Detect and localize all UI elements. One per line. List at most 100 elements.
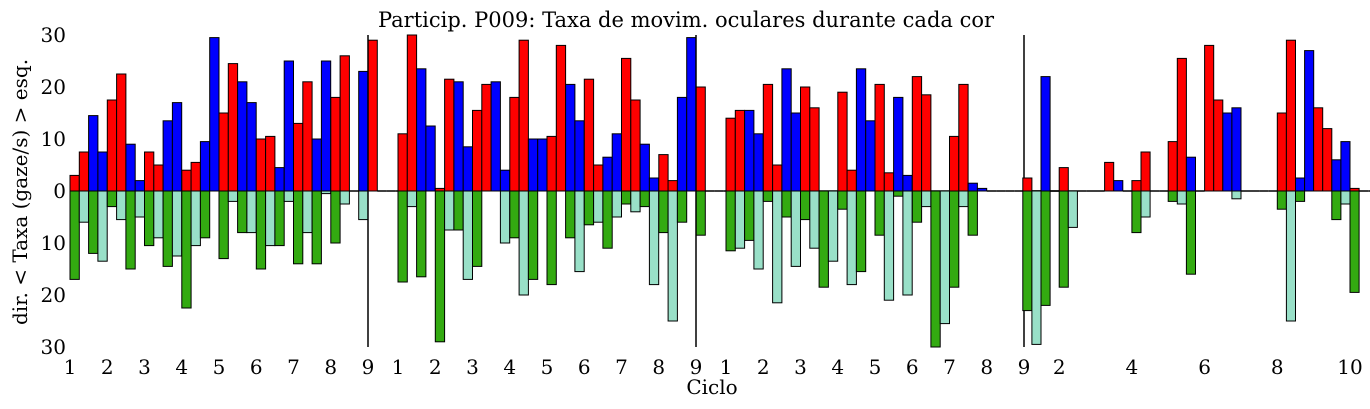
bar-up [911,76,923,192]
bar-up [546,135,557,192]
x-tick-label: 3 [138,355,151,379]
bar-down [1185,190,1197,275]
bar-up [639,143,650,192]
x-tick-label: 2 [757,355,770,379]
x-tick-label: 7 [943,355,956,379]
bar-down [106,190,118,208]
bar-down [1031,190,1042,345]
bar-down [116,190,127,221]
bar-down [725,190,736,252]
bar-up [772,164,783,192]
bar-down [1176,190,1187,205]
bar-up [753,133,764,192]
bar-up [209,37,220,192]
bar-up [574,120,585,192]
bar-up [153,164,164,192]
bar-up [837,91,848,192]
bar-up [1140,151,1151,192]
bar-up [967,182,978,192]
bar-down [453,190,464,231]
bar-up [311,138,322,192]
bar-up [695,86,706,192]
bar-up [949,135,960,192]
bar-up [630,99,641,192]
bar-up [593,164,604,192]
bar-up [1176,57,1187,192]
bar-down [921,190,932,208]
bar-down [1022,190,1033,312]
bar-down [958,190,969,208]
bar-up [1304,50,1315,192]
bar-down [846,190,857,286]
bar-down [855,190,867,273]
bar-down [246,190,257,234]
bar-down [199,190,211,239]
x-tick-label: 8 [324,355,337,379]
bar-down [472,190,483,267]
bar-down [255,190,267,270]
bar-up [367,39,378,192]
bar-up [762,83,774,192]
bar-up [125,143,136,192]
x-tick-label: 2 [101,355,114,379]
x-tick-label: 4 [831,355,844,379]
bar-down [883,190,895,301]
bar-up [883,172,895,192]
bar-up [171,102,183,192]
x-tick-label: 3 [466,355,479,379]
bar-up [1185,156,1197,192]
bar-down [893,190,904,197]
bar-up [190,161,201,192]
bar-up [686,37,697,192]
bar-up [621,57,632,192]
bar-down [583,190,595,226]
bar-up [78,151,90,192]
bar-down [153,190,164,239]
bar-up [1022,177,1033,192]
bar-up [283,60,295,192]
bar-up [162,120,173,192]
bar-down [78,190,90,223]
bar-down [265,190,276,247]
x-tick-label: 2 [1053,355,1066,379]
bar-up [462,146,474,192]
bar-down [1276,190,1287,210]
bar-down [339,190,350,205]
bar-up [976,187,988,192]
bar-down [809,190,820,249]
y-tick-label: 10 [41,127,66,151]
bar-down [434,190,446,343]
bar-down [546,190,557,286]
x-tick-label: 10 [1337,355,1362,379]
bar-up [1331,159,1342,192]
x-tick-label: 9 [690,355,703,379]
x-tick-label: 1 [64,355,77,379]
x-tick-label: 6 [250,355,263,379]
bar-up [865,120,876,192]
bar-up [602,156,613,192]
bar-up [676,96,688,192]
bar-up [555,44,567,192]
bar-up [218,112,229,192]
bar-up [744,109,755,192]
bar-up [1285,39,1297,192]
chart-title: Particip. P009: Taxa de movim. oculares … [378,8,995,32]
bar-down [911,190,923,223]
bar-down [518,190,529,296]
bar-down [772,190,783,304]
x-tick-label: 2 [429,355,442,379]
bar-up [88,115,99,192]
bar-up [658,154,669,192]
bar-down [162,190,173,267]
bar-down [190,190,201,247]
bar-down [283,190,295,202]
bar-down [639,190,650,208]
bar-up [611,133,623,192]
bar-up [874,83,885,192]
bar-down [621,190,632,205]
bar-up [1322,128,1333,192]
panel-4: 2 4 6 8 10 [1022,39,1370,379]
bar-up [265,135,276,192]
